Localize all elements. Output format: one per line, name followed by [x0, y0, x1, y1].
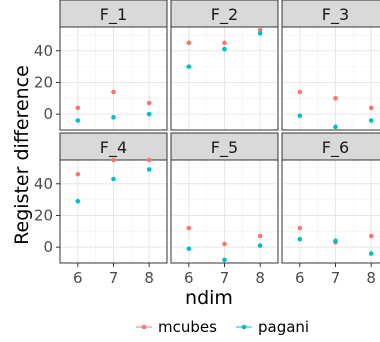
y-tick-label: 40: [34, 42, 53, 60]
panel-border: [59, 26, 168, 131]
point-mcubes-f-1-8: [146, 100, 152, 106]
x-tick-label: 6: [184, 269, 194, 287]
facet-strip: [59, 0, 168, 28]
facet-panel-f-4: F_4: [59, 132, 168, 264]
y-tick-label: 0: [43, 105, 53, 123]
x-tick-label: 6: [295, 269, 305, 287]
point-mcubes-f-6-6: [297, 225, 303, 231]
point-mcubes-f-4-7: [111, 157, 116, 163]
legend-label: pagani: [258, 318, 309, 336]
facet-strip: [170, 132, 279, 161]
point-mcubes-f-1-7: [111, 89, 116, 95]
x-tick-label: 8: [255, 269, 265, 287]
legend-item-pagani: pagani: [236, 318, 309, 336]
point-mcubes-f-2-8: [257, 27, 263, 33]
y-axis-title: Register difference: [11, 65, 33, 245]
point-pagani-f-6-8: [368, 251, 374, 256]
point-mcubes-f-4-8: [146, 157, 152, 163]
facet-panel-f-1: F_1: [59, 0, 168, 131]
x-tick-label: 7: [331, 269, 341, 287]
y-tick-label: 0: [43, 238, 53, 256]
facet-strip: [59, 132, 168, 161]
x-tick-label: 8: [144, 269, 154, 287]
facet-strip-label: F_1: [100, 5, 127, 25]
point-pagani-f-1-8: [146, 111, 152, 117]
y-tick-label: 20: [34, 206, 53, 224]
point-pagani-f-1-6: [75, 118, 81, 123]
point-pagani-f-1-7: [111, 115, 116, 120]
x-axis-title: ndim: [185, 287, 233, 309]
point-pagani-f-2-8: [257, 31, 263, 36]
facet-strip-label: F_2: [211, 5, 238, 25]
facet-panel-f-6: F_6: [281, 132, 380, 264]
facet-strip-label: F_4: [100, 138, 127, 158]
facet-strip-label: F_5: [211, 138, 238, 158]
y-tick-label: 40: [34, 175, 53, 193]
point-mcubes-f-3-8: [368, 105, 374, 111]
point-pagani-f-6-6: [297, 236, 303, 242]
facet-strip-label: F_3: [322, 5, 349, 25]
point-mcubes-f-3-6: [297, 89, 303, 95]
plot-background: [282, 27, 380, 130]
facet-panel-f-3: F_3: [281, 0, 380, 131]
x-tick-label: 6: [73, 269, 83, 287]
x-tick-label: 7: [109, 269, 119, 287]
x-tick-label: 8: [366, 269, 376, 287]
point-pagani-f-4-6: [75, 198, 81, 204]
legend-key-point: [241, 324, 247, 330]
panel-border: [281, 26, 380, 131]
y-tick-label: 20: [34, 73, 53, 91]
point-pagani-f-2-7: [222, 46, 227, 52]
point-pagani-f-5-6: [186, 246, 192, 252]
point-mcubes-f-5-8: [257, 233, 263, 239]
axes: ndim Register difference 0 20 40 0 20 40 6 7 8 6 7…: [11, 42, 376, 309]
legend-key-point: [141, 324, 147, 330]
point-pagani-f-6-7: [333, 238, 338, 244]
point-pagani-f-5-8: [257, 243, 263, 248]
legend: mcubes pagani: [136, 318, 309, 336]
point-pagani-f-3-7: [333, 124, 338, 130]
point-mcubes-f-5-6: [186, 225, 192, 231]
point-mcubes-f-5-7: [222, 241, 227, 247]
legend-item-mcubes: mcubes: [136, 318, 217, 336]
point-mcubes-f-1-6: [75, 105, 81, 111]
point-mcubes-f-2-7: [222, 40, 227, 46]
point-pagani-f-4-7: [111, 176, 116, 182]
point-mcubes-f-2-6: [186, 40, 192, 46]
legend-label: mcubes: [158, 318, 217, 336]
point-pagani-f-4-8: [146, 167, 152, 172]
point-pagani-f-5-7: [222, 257, 227, 263]
point-pagani-f-3-6: [297, 113, 303, 119]
facet-panel-f-2: F_2: [170, 0, 279, 131]
panel-border: [170, 26, 279, 131]
facet-strip-label: F_6: [322, 138, 349, 158]
point-pagani-f-3-8: [368, 118, 374, 123]
point-mcubes-f-3-7: [333, 96, 338, 101]
point-pagani-f-2-6: [186, 64, 192, 69]
data-points: [75, 27, 374, 263]
point-mcubes-f-4-6: [75, 171, 81, 177]
point-mcubes-f-6-8: [368, 233, 374, 239]
plot-background: [282, 160, 380, 263]
facet-panels: F_1 F_2 F_3 F_4 F_5 F_6: [59, 0, 380, 264]
x-tick-label: 7: [220, 269, 230, 287]
